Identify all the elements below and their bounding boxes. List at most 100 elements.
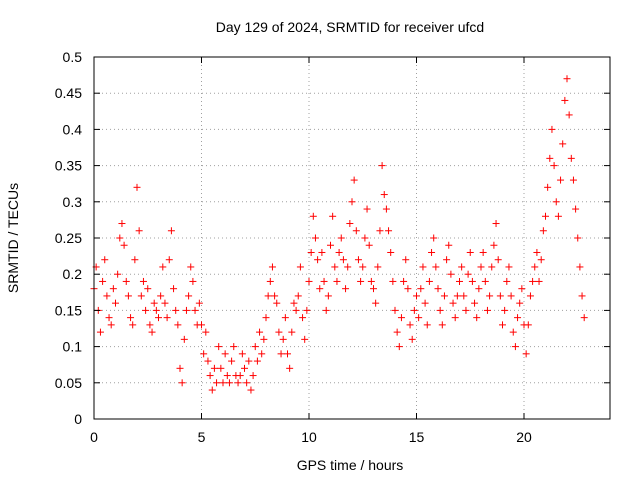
data-point — [518, 285, 526, 293]
data-point — [165, 256, 173, 264]
data-point — [155, 314, 162, 322]
axis-ticks — [93, 56, 610, 420]
data-point — [408, 335, 416, 343]
data-point — [271, 292, 279, 300]
y-tick-label: 0.15 — [55, 302, 82, 318]
data-point — [447, 270, 455, 278]
data-point — [456, 277, 463, 285]
data-point — [245, 357, 253, 365]
data-point — [238, 350, 246, 358]
data-point — [481, 277, 489, 285]
data-point — [243, 379, 251, 387]
data-point — [96, 328, 104, 336]
data-point — [348, 198, 356, 206]
data-point — [116, 234, 124, 242]
data-point — [290, 299, 298, 307]
data-point — [499, 321, 506, 329]
data-point — [112, 299, 119, 307]
data-point — [210, 364, 218, 372]
data-point — [473, 314, 481, 322]
data-point — [357, 277, 365, 285]
data-point — [114, 270, 122, 278]
data-point — [262, 314, 270, 322]
data-point — [307, 248, 315, 256]
data-point — [378, 162, 386, 170]
data-point — [438, 321, 446, 329]
data-point — [107, 321, 115, 329]
data-point — [477, 263, 485, 271]
data-point — [187, 263, 195, 271]
data-point — [253, 357, 261, 365]
data-point — [425, 277, 433, 285]
data-point — [430, 234, 438, 242]
data-point — [159, 263, 167, 271]
data-point — [572, 205, 580, 213]
data-point — [105, 314, 113, 322]
data-point — [578, 292, 586, 300]
data-point — [150, 299, 158, 307]
data-point — [172, 306, 180, 314]
data-point — [344, 263, 352, 271]
data-point — [522, 350, 530, 358]
data-point — [268, 263, 276, 271]
data-point — [221, 350, 229, 358]
data-point — [309, 212, 317, 220]
data-point — [511, 343, 519, 351]
data-point — [131, 256, 139, 264]
data-point — [376, 227, 384, 235]
data-point — [215, 343, 223, 351]
data-point — [178, 379, 186, 387]
data-point — [195, 299, 203, 307]
data-point — [342, 285, 350, 293]
data-point — [256, 328, 264, 336]
data-point — [350, 176, 358, 184]
data-point — [374, 263, 382, 271]
data-point — [367, 277, 375, 285]
data-point — [301, 335, 309, 343]
data-point — [275, 328, 283, 336]
data-point — [135, 227, 143, 235]
data-point — [402, 256, 410, 264]
data-point — [391, 306, 399, 314]
data-point — [286, 364, 294, 372]
data-point — [468, 277, 476, 285]
data-point — [167, 227, 175, 235]
data-point — [303, 306, 311, 314]
data-point — [170, 285, 178, 293]
data-point — [567, 154, 575, 162]
data-point — [535, 277, 543, 285]
data-point — [260, 335, 268, 343]
data-point — [494, 256, 502, 264]
data-point — [327, 241, 334, 249]
data-point — [228, 357, 236, 365]
data-point — [148, 328, 156, 336]
data-point — [305, 277, 313, 285]
data-point — [404, 285, 412, 293]
data-point — [449, 299, 457, 307]
data-point — [127, 314, 135, 322]
x-tick-label: 5 — [198, 429, 206, 445]
data-point — [565, 111, 573, 119]
data-point — [406, 321, 414, 329]
data-point — [161, 299, 169, 307]
data-point — [539, 227, 547, 235]
data-point — [488, 263, 496, 271]
data-point — [554, 212, 562, 220]
data-point — [453, 292, 461, 300]
data-point — [370, 285, 377, 293]
data-point — [324, 292, 332, 300]
data-point — [208, 386, 216, 394]
data-point — [299, 314, 307, 322]
data-point — [533, 248, 541, 256]
data-point — [509, 328, 517, 336]
y-tick-label: 0 — [74, 411, 82, 427]
data-point — [249, 372, 257, 380]
data-point — [529, 277, 537, 285]
y-tick-label: 0.3 — [63, 194, 83, 210]
data-point — [331, 263, 339, 271]
data-point — [372, 299, 380, 307]
data-point — [537, 256, 545, 264]
data-point — [251, 343, 259, 351]
data-point — [415, 314, 423, 322]
